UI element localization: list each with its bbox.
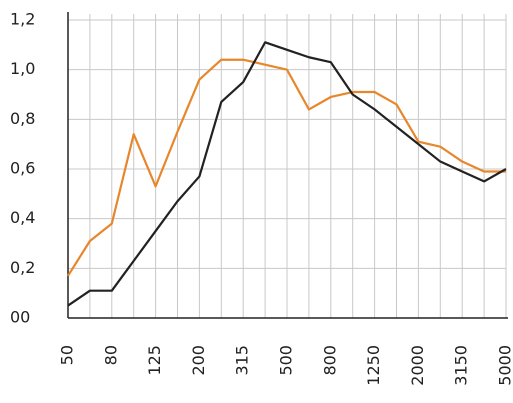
x-tick-label: 200 xyxy=(189,345,208,376)
series-line xyxy=(67,41,507,307)
x-tick-label: 315 xyxy=(233,345,252,376)
x-tick-label: 2000 xyxy=(408,345,427,386)
x-tick-label: 500 xyxy=(277,345,296,376)
y-tick-label: 0,8 xyxy=(10,109,35,128)
y-tick-label: 1,2 xyxy=(10,10,35,29)
y-tick-label: 1,0 xyxy=(10,59,35,78)
y-tick-label: 0,6 xyxy=(10,159,35,178)
y-tick-label: 0,2 xyxy=(10,258,35,277)
x-tick-label: 125 xyxy=(145,345,164,376)
x-tick-label: 5000 xyxy=(496,345,513,386)
y-tick-label: 0,4 xyxy=(10,208,35,227)
x-tick-label: 1250 xyxy=(364,345,383,386)
x-tick-label: 800 xyxy=(320,345,339,376)
x-tick-label: 3150 xyxy=(452,345,471,386)
x-tick-label: 50 xyxy=(58,345,77,365)
y-tick-label: 00 xyxy=(10,308,30,327)
x-tick-label: 80 xyxy=(101,345,120,365)
series-line xyxy=(67,58,506,277)
